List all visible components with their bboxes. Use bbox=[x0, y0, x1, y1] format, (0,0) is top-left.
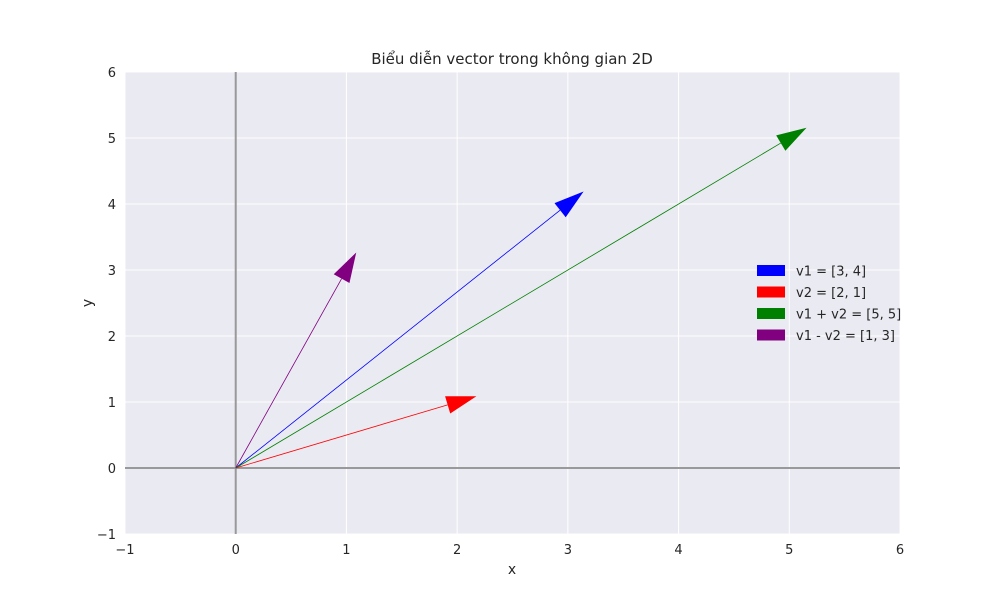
vector-head-1 bbox=[554, 191, 584, 218]
x-tick-label: 5 bbox=[785, 543, 793, 558]
legend-label-4: v1 - v2 = [1, 3] bbox=[796, 329, 895, 344]
vector-head-3 bbox=[776, 127, 807, 151]
x-tick-label: 1 bbox=[342, 543, 350, 558]
legend-swatch-2 bbox=[757, 286, 785, 298]
vector-shaft-2 bbox=[235, 404, 448, 469]
vector-shaft-4 bbox=[235, 278, 342, 469]
y-axis-label: y bbox=[80, 299, 96, 307]
y-tick-label: 0 bbox=[108, 462, 116, 477]
x-tick-label: 4 bbox=[674, 543, 682, 558]
y-tick-label: 3 bbox=[108, 264, 116, 279]
x-tick-label: 0 bbox=[232, 543, 240, 558]
vector-head-4 bbox=[333, 252, 357, 284]
legend-label-3: v1 + v2 = [5, 5] bbox=[796, 308, 901, 323]
legend-swatch-1 bbox=[757, 265, 785, 276]
legend-label-2: v2 = [2, 1] bbox=[796, 286, 866, 301]
reference-lines bbox=[125, 72, 900, 534]
legend-label-1: v1 = [3, 4] bbox=[796, 265, 866, 280]
x-tick-label: 3 bbox=[564, 543, 572, 558]
y-tick-label: 5 bbox=[108, 132, 116, 147]
vectors bbox=[235, 127, 807, 469]
y-tick-label: 4 bbox=[108, 198, 116, 213]
legend-swatch-3 bbox=[757, 308, 785, 319]
vector-shaft-1 bbox=[235, 209, 561, 469]
legend: v1 = [3, 4] v2 = [2, 1] v1 + v2 = [5, 5] v1… bbox=[757, 265, 901, 344]
x-tick-label: −1 bbox=[115, 543, 134, 558]
vector-shaft-3 bbox=[235, 142, 781, 469]
y-tick-label: 1 bbox=[108, 396, 116, 411]
y-tick-label: 2 bbox=[108, 330, 116, 345]
x-axis-label: x bbox=[508, 562, 516, 578]
y-tick-label: −1 bbox=[97, 528, 116, 543]
vector-head-2 bbox=[445, 396, 477, 414]
x-tick-label: 6 bbox=[896, 543, 904, 558]
x-tick-label: 2 bbox=[453, 543, 461, 558]
y-tick-labels: −1 0 1 2 3 4 5 6 bbox=[97, 66, 116, 543]
x-tick-labels: −1 0 1 2 3 4 5 6 bbox=[115, 543, 904, 558]
legend-swatch-4 bbox=[757, 329, 785, 341]
chart-title: Biểu diễn vector trong không gian 2D bbox=[371, 50, 653, 68]
y-tick-label: 6 bbox=[108, 66, 116, 81]
